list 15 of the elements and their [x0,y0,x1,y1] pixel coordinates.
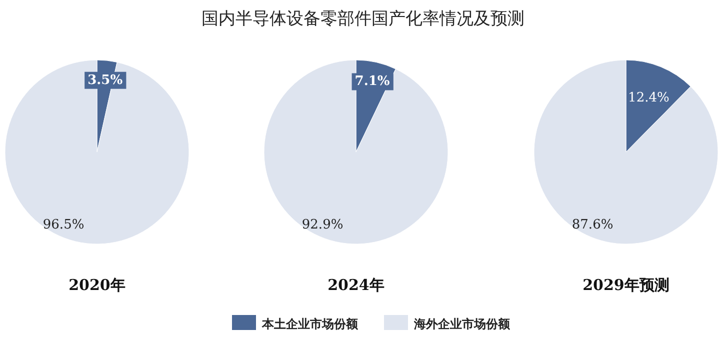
text: 2020年 [68,276,126,294]
pie-slice [4,60,190,244]
data-label: 96.5% [42,218,84,233]
data-label: 87.6% [572,218,614,233]
text: 2024年 [328,276,384,294]
legend-label: 海外企业市场份额 [413,317,511,331]
text: 2029年预测 [582,276,670,294]
data-label: 12.4% [628,90,670,106]
data-label: 3.5% [88,72,124,88]
data-label: 7.1% [354,74,390,90]
chart-title: 国内半导体设备零部件国产化率情况及预测 [202,9,524,29]
data-label: 92.9% [302,218,344,233]
pie-slice [264,60,448,244]
legend-label: 本土企业市场份额 [261,317,359,331]
pie-slice [534,60,718,244]
